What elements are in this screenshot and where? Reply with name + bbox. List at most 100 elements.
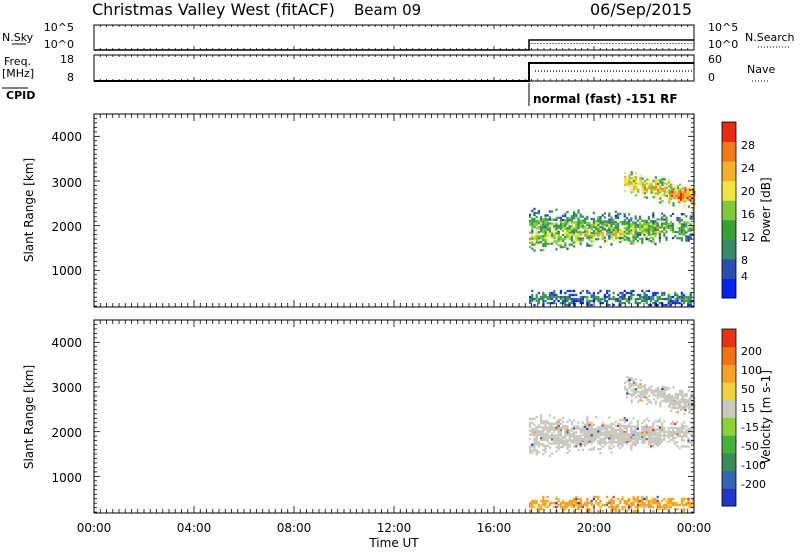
data-cell: [661, 297, 664, 301]
data-cell: [588, 430, 591, 433]
data-cell: [659, 403, 662, 406]
data-cell: [610, 431, 613, 434]
data-cell: [643, 425, 646, 429]
data-cell: [586, 215, 589, 219]
data-cell: [542, 501, 545, 505]
data-cell: [637, 394, 640, 397]
data-cell: [577, 427, 580, 430]
data-cell: [680, 501, 683, 505]
data-cell: [680, 408, 683, 412]
data-cell: [614, 509, 617, 513]
data-cell: [661, 438, 664, 441]
data-cell: [667, 428, 670, 431]
data-cell: [551, 218, 554, 221]
data-cell: [570, 301, 573, 305]
data-cell: [537, 211, 540, 215]
data-cell: [672, 426, 675, 430]
data-cell: [630, 191, 633, 194]
data-cell: [570, 435, 573, 438]
data-cell: [639, 505, 642, 509]
data-cell: [579, 221, 582, 224]
data-cell: [661, 393, 664, 397]
data-cell: [665, 507, 668, 511]
data-cell: [544, 214, 547, 217]
data-cell: [635, 396, 638, 399]
data-cell: [669, 214, 672, 217]
data-cell: [537, 451, 540, 454]
data-cell: [599, 439, 602, 443]
data-cell: [691, 431, 694, 434]
power-cbar-tick-20: 20: [741, 185, 755, 198]
data-cell: [667, 299, 670, 303]
data-cell: [623, 426, 626, 429]
data-cell: [641, 429, 644, 432]
data-cell: [680, 297, 683, 301]
data-cell: [624, 387, 627, 391]
data-cell: [592, 217, 595, 221]
data-cell: [641, 495, 644, 499]
data-cell: [564, 431, 567, 434]
data-cell: [669, 394, 672, 398]
data-cell: [595, 501, 598, 505]
data-cell: [590, 240, 593, 243]
data-cell: [531, 299, 534, 303]
data-cell: [661, 505, 664, 509]
data-cell: [645, 223, 648, 226]
data-cell: [623, 297, 626, 301]
data-cell: [625, 509, 628, 513]
data-cell: [632, 381, 635, 384]
data-cell: [689, 233, 692, 236]
data-cell: [641, 391, 644, 394]
data-cell: [619, 499, 622, 503]
velocity-ytick-1000: 1000: [51, 471, 82, 485]
data-cell: [680, 497, 683, 501]
data-cell: [621, 495, 624, 499]
data-cell: [590, 503, 593, 507]
data-cell: [686, 188, 689, 192]
data-cell: [588, 224, 591, 227]
data-cell: [533, 417, 536, 421]
data-cell: [595, 297, 598, 301]
data-cell: [608, 223, 611, 226]
data-cell: [677, 406, 680, 410]
data-cell: [643, 221, 646, 224]
data-cell: [542, 291, 545, 295]
data-cell: [577, 217, 580, 220]
data-cell: [579, 225, 582, 228]
data-cell: [663, 192, 666, 195]
data-cell: [546, 505, 549, 509]
data-cell: [564, 424, 567, 428]
data-cell: [546, 232, 549, 235]
data-cell: [533, 423, 536, 427]
data-cell: [564, 501, 567, 505]
data-cell: [641, 385, 644, 388]
data-cell: [675, 406, 678, 410]
data-cell: [535, 293, 538, 297]
data-cell: [671, 396, 674, 400]
data-cell: [557, 244, 560, 247]
data-cell: [684, 392, 687, 396]
data-cell: [639, 179, 642, 182]
data-cell: [568, 435, 571, 438]
data-cell: [544, 224, 547, 227]
data-cell: [555, 232, 558, 235]
data-cell: [672, 420, 675, 424]
data-cell: [608, 505, 611, 509]
data-cell: [544, 222, 547, 225]
data-cell: [659, 201, 662, 204]
data-cell: [687, 429, 690, 432]
data-cell: [540, 438, 543, 442]
data-cell: [647, 239, 650, 242]
data-cell: [672, 386, 675, 389]
data-cell: [533, 297, 536, 301]
data-cell: [573, 439, 576, 442]
data-cell: [597, 237, 600, 241]
data-cell: [584, 501, 587, 505]
data-cell: [665, 238, 668, 241]
data-cell: [529, 237, 532, 240]
data-cell: [641, 183, 644, 186]
data-cell: [542, 442, 545, 446]
data-cell: [645, 425, 648, 429]
data-cell: [656, 232, 659, 236]
data-cell: [685, 435, 688, 438]
